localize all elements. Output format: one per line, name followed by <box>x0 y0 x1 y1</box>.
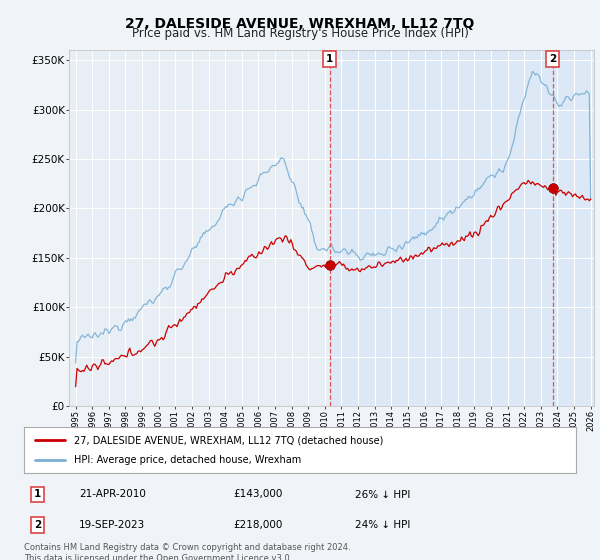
Text: 1: 1 <box>34 489 41 500</box>
Text: £143,000: £143,000 <box>234 489 283 500</box>
Text: 26% ↓ HPI: 26% ↓ HPI <box>355 489 410 500</box>
Text: 2: 2 <box>34 520 41 530</box>
Text: 24% ↓ HPI: 24% ↓ HPI <box>355 520 410 530</box>
Text: Contains HM Land Registry data © Crown copyright and database right 2024.
This d: Contains HM Land Registry data © Crown c… <box>24 543 350 560</box>
Text: Price paid vs. HM Land Registry's House Price Index (HPI): Price paid vs. HM Land Registry's House … <box>131 27 469 40</box>
Text: 19-SEP-2023: 19-SEP-2023 <box>79 520 145 530</box>
Text: 1: 1 <box>326 54 334 64</box>
Text: HPI: Average price, detached house, Wrexham: HPI: Average price, detached house, Wrex… <box>74 455 301 465</box>
Text: 2: 2 <box>549 54 556 64</box>
Bar <box>330 50 594 406</box>
Text: 27, DALESIDE AVENUE, WREXHAM, LL12 7TQ (detached house): 27, DALESIDE AVENUE, WREXHAM, LL12 7TQ (… <box>74 435 383 445</box>
Text: £218,000: £218,000 <box>234 520 283 530</box>
Text: 27, DALESIDE AVENUE, WREXHAM, LL12 7TQ: 27, DALESIDE AVENUE, WREXHAM, LL12 7TQ <box>125 17 475 31</box>
Text: 21-APR-2010: 21-APR-2010 <box>79 489 146 500</box>
